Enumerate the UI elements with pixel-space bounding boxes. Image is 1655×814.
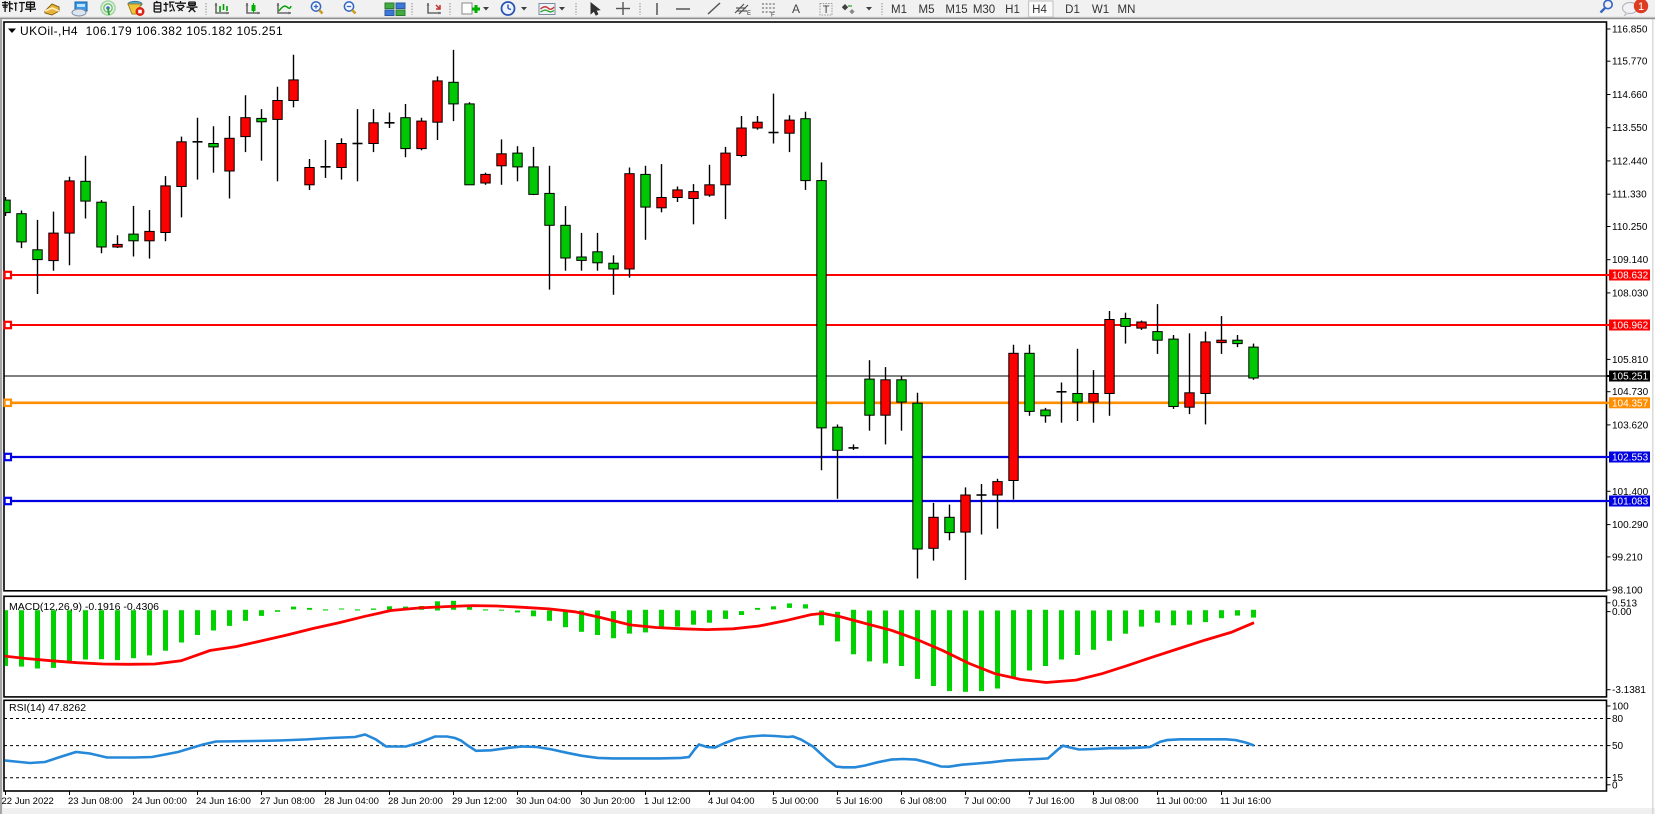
- svg-text:108.632: 108.632: [1612, 271, 1649, 282]
- svg-text:29 Jun 12:00: 29 Jun 12:00: [452, 796, 507, 807]
- svg-text:11 Jul 00:00: 11 Jul 00:00: [1156, 796, 1207, 807]
- svg-text:1 Jul 12:00: 1 Jul 12:00: [644, 796, 690, 807]
- svg-text:50: 50: [1612, 741, 1624, 752]
- svg-text:28 Jun 04:00: 28 Jun 04:00: [324, 796, 379, 807]
- svg-text:7 Jul 16:00: 7 Jul 16:00: [1028, 796, 1074, 807]
- svg-text:4 Jul 04:00: 4 Jul 04:00: [708, 796, 754, 807]
- svg-text:99.210: 99.210: [1612, 552, 1643, 563]
- svg-text:8 Jul 08:00: 8 Jul 08:00: [1092, 796, 1138, 807]
- svg-text:98.100: 98.100: [1612, 586, 1643, 597]
- svg-text:W1: W1: [1092, 4, 1109, 16]
- svg-text:108.030: 108.030: [1612, 288, 1649, 299]
- svg-text:115.770: 115.770: [1612, 57, 1648, 68]
- svg-text:109.140: 109.140: [1612, 255, 1649, 266]
- svg-text:M5: M5: [919, 4, 935, 16]
- svg-text:114.660: 114.660: [1612, 90, 1648, 101]
- svg-text:116.850: 116.850: [1612, 25, 1648, 36]
- svg-text:27 Jun 08:00: 27 Jun 08:00: [260, 796, 315, 807]
- svg-text:105.810: 105.810: [1612, 355, 1649, 366]
- svg-text:23 Jun 08:00: 23 Jun 08:00: [68, 796, 123, 807]
- svg-text:D1: D1: [1065, 4, 1080, 16]
- svg-text:104.730: 104.730: [1612, 387, 1649, 398]
- svg-text:101.400: 101.400: [1612, 487, 1649, 498]
- svg-text:22 Jun 2022: 22 Jun 2022: [2, 796, 54, 807]
- svg-text:80: 80: [1612, 714, 1624, 725]
- svg-text:M15: M15: [945, 4, 967, 16]
- svg-text:F: F: [771, 13, 775, 19]
- svg-text:101.083: 101.083: [1612, 497, 1649, 508]
- svg-text:102.553: 102.553: [1612, 453, 1649, 464]
- svg-text:6 Jul 08:00: 6 Jul 08:00: [900, 796, 946, 807]
- svg-text:24 Jun 00:00: 24 Jun 00:00: [132, 796, 187, 807]
- svg-text:7 Jul 00:00: 7 Jul 00:00: [964, 796, 1010, 807]
- svg-text:M1: M1: [891, 4, 907, 16]
- svg-text:M30: M30: [973, 4, 995, 16]
- svg-text:E: E: [747, 11, 751, 17]
- svg-text:24 Jun 16:00: 24 Jun 16:00: [196, 796, 251, 807]
- svg-text:T: T: [823, 4, 830, 16]
- svg-text:100.290: 100.290: [1612, 520, 1649, 531]
- svg-text:5 Jul 00:00: 5 Jul 00:00: [772, 796, 818, 807]
- svg-text:RSI(14) 47.8262: RSI(14) 47.8262: [9, 702, 86, 714]
- svg-text:0.00: 0.00: [1612, 607, 1632, 618]
- svg-text:103.620: 103.620: [1612, 420, 1649, 431]
- svg-text:113.550: 113.550: [1612, 123, 1648, 134]
- svg-text:100: 100: [1612, 702, 1629, 713]
- svg-text:111.330: 111.330: [1612, 190, 1647, 201]
- svg-text:0: 0: [1612, 780, 1618, 791]
- svg-text:5 Jul 16:00: 5 Jul 16:00: [836, 796, 882, 807]
- svg-text:A: A: [792, 2, 800, 16]
- svg-text:30 Jun 04:00: 30 Jun 04:00: [516, 796, 571, 807]
- svg-text:106.962: 106.962: [1612, 321, 1649, 332]
- svg-text:11 Jul 16:00: 11 Jul 16:00: [1220, 796, 1271, 807]
- svg-text:-3.1381: -3.1381: [1612, 685, 1646, 696]
- svg-text:UKOil-,H4 106.179 106.382 105: UKOil-,H4 106.179 106.382 105.182 105.25…: [20, 24, 283, 38]
- svg-text:0.513: 0.513: [1612, 598, 1637, 609]
- svg-text:1: 1: [1638, 1, 1644, 13]
- svg-text:28 Jun 20:00: 28 Jun 20:00: [388, 796, 443, 807]
- svg-text:MACD(12,26,9) -0.1916 -0.4306: MACD(12,26,9) -0.1916 -0.4306: [9, 601, 159, 613]
- svg-text:30 Jun 20:00: 30 Jun 20:00: [580, 796, 635, 807]
- svg-text:105.251: 105.251: [1612, 372, 1649, 383]
- svg-text:112.440: 112.440: [1612, 156, 1648, 167]
- svg-text:H4: H4: [1032, 4, 1047, 16]
- svg-text:15: 15: [1612, 773, 1624, 784]
- svg-text:104.357: 104.357: [1612, 398, 1649, 409]
- svg-text:H1: H1: [1005, 4, 1020, 16]
- svg-text:MN: MN: [1118, 4, 1136, 16]
- svg-text:110.250: 110.250: [1612, 222, 1648, 233]
